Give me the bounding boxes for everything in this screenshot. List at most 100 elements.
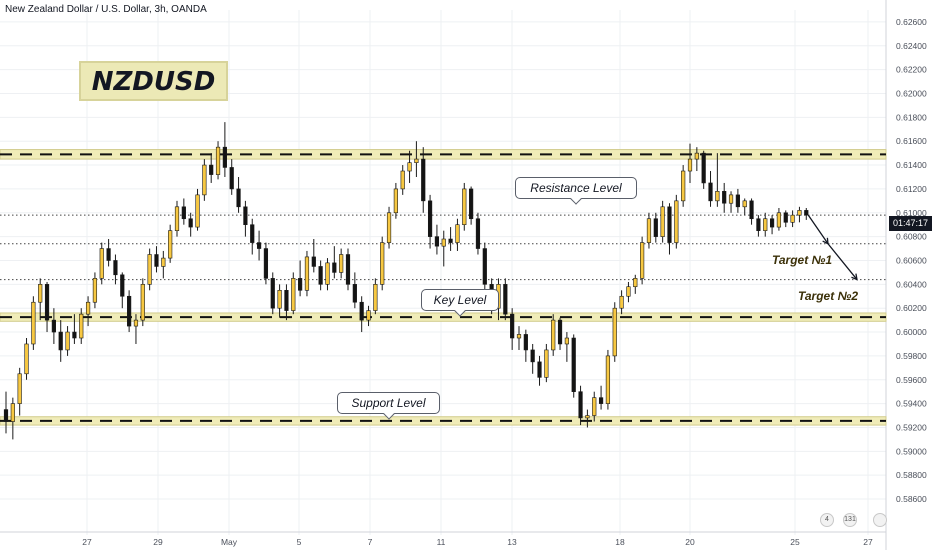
bearish-candle bbox=[735, 188, 740, 213]
candle-body bbox=[304, 256, 310, 291]
support-level-callout[interactable]: Support Level bbox=[337, 392, 440, 414]
candle-body bbox=[147, 254, 152, 285]
bullish-candle bbox=[147, 248, 152, 291]
bearish-candle bbox=[113, 254, 118, 285]
bearish-candle bbox=[345, 248, 351, 291]
candle-body bbox=[17, 373, 22, 404]
bullish-candle bbox=[366, 305, 371, 327]
bullish-candle bbox=[304, 250, 310, 297]
bearish-candle bbox=[188, 212, 193, 237]
y-tick-label: 0.62600 bbox=[896, 17, 927, 27]
candle-body bbox=[674, 200, 679, 243]
candle-body bbox=[359, 301, 364, 321]
candle-body bbox=[291, 278, 296, 311]
x-tick-label: 20 bbox=[685, 537, 695, 547]
bearish-candle bbox=[311, 239, 316, 273]
y-tick-label: 0.62400 bbox=[896, 41, 927, 51]
bearish-candle bbox=[571, 334, 576, 398]
candle-body bbox=[31, 301, 36, 345]
bullish-candle bbox=[640, 236, 645, 285]
dividends-icon[interactable]: 131 bbox=[843, 513, 857, 527]
target-2-label: Target №2 bbox=[798, 289, 858, 303]
bullish-candle bbox=[776, 208, 782, 231]
candle-body bbox=[188, 218, 193, 228]
x-tick-label: May bbox=[221, 537, 238, 547]
candle-body bbox=[605, 355, 611, 404]
bullish-candle bbox=[291, 272, 296, 315]
candle-body bbox=[277, 290, 282, 309]
bearish-candle bbox=[154, 246, 159, 273]
bullish-candle bbox=[195, 188, 200, 231]
y-tick-label: 0.60000 bbox=[896, 327, 927, 337]
candle-body bbox=[530, 349, 535, 363]
candle-body bbox=[735, 194, 740, 208]
candle-body bbox=[728, 194, 734, 204]
y-tick-label: 0.60800 bbox=[896, 232, 927, 242]
candle-body bbox=[168, 230, 173, 259]
candle-body bbox=[24, 343, 29, 375]
bullish-candle bbox=[681, 165, 686, 207]
candle-body bbox=[564, 337, 569, 345]
y-tick-label: 0.59200 bbox=[896, 422, 927, 432]
candle-body bbox=[414, 158, 419, 163]
bullish-candle bbox=[619, 290, 624, 315]
y-tick-label: 0.61600 bbox=[896, 136, 927, 146]
bullish-candle bbox=[133, 314, 139, 344]
candle-body bbox=[455, 224, 460, 243]
candle-body bbox=[516, 334, 522, 339]
bearish-candle bbox=[722, 182, 727, 213]
bullish-candle bbox=[592, 391, 597, 422]
candle-body bbox=[263, 248, 269, 279]
candle-body bbox=[366, 310, 371, 321]
bearish-candle bbox=[120, 272, 125, 309]
bullish-candle bbox=[31, 296, 36, 350]
candle-body bbox=[434, 236, 440, 247]
candle-body bbox=[544, 349, 549, 378]
candle-body bbox=[421, 158, 426, 202]
candle-body bbox=[236, 188, 241, 208]
candle-body bbox=[72, 331, 77, 339]
candle-body bbox=[763, 218, 768, 231]
x-tick-label: 18 bbox=[615, 537, 625, 547]
bearish-candle bbox=[537, 355, 542, 386]
bearish-candle bbox=[284, 284, 289, 321]
bullish-candle bbox=[742, 198, 747, 216]
candle-body bbox=[222, 146, 227, 168]
bearish-candle bbox=[263, 242, 269, 285]
resistance-level-callout[interactable]: Resistance Level bbox=[515, 177, 637, 199]
candle-body bbox=[215, 146, 221, 175]
candle-body bbox=[127, 295, 132, 327]
candle-body bbox=[578, 391, 583, 419]
candle-body bbox=[523, 334, 528, 351]
bearish-candle bbox=[482, 242, 487, 291]
bullish-candle bbox=[161, 250, 166, 279]
candle-body bbox=[65, 331, 70, 351]
candle-body bbox=[58, 331, 63, 351]
bullish-candle bbox=[646, 212, 652, 249]
bullish-candle bbox=[168, 224, 173, 263]
candle-body bbox=[209, 164, 214, 175]
candle-body bbox=[202, 164, 207, 196]
key-level-callout[interactable]: Key Level bbox=[421, 289, 499, 311]
y-tick-label: 0.58800 bbox=[896, 470, 927, 480]
candle-body bbox=[133, 319, 139, 327]
candle-body bbox=[797, 210, 802, 216]
bullish-candle bbox=[455, 218, 460, 251]
splits-icon[interactable] bbox=[873, 513, 887, 527]
candle-body bbox=[345, 254, 351, 285]
earnings-icon[interactable]: 4 bbox=[820, 513, 834, 527]
bullish-candle bbox=[544, 343, 549, 383]
candle-body bbox=[332, 262, 337, 273]
candle-body bbox=[195, 194, 200, 228]
bullish-candle bbox=[626, 281, 631, 303]
bearish-candle bbox=[557, 317, 563, 350]
candle-body bbox=[373, 284, 378, 311]
candle-body bbox=[284, 290, 289, 311]
bearish-candle bbox=[708, 171, 713, 207]
bullish-candle bbox=[790, 210, 795, 228]
bearish-candle bbox=[749, 198, 754, 225]
bullish-candle bbox=[99, 242, 104, 285]
bearish-candle bbox=[106, 239, 111, 267]
